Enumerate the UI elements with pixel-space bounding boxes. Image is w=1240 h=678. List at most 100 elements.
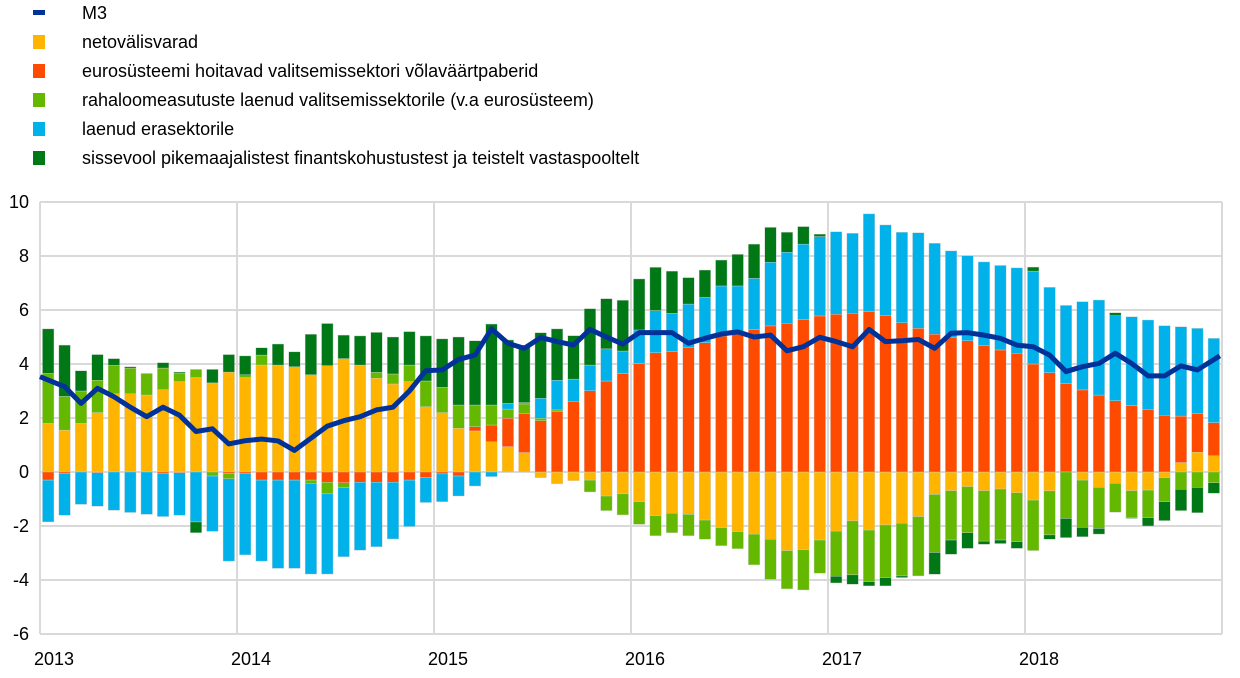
legend-label: M3 — [82, 3, 107, 23]
bar-segment-series-3 — [58, 473, 71, 516]
bar-segment-series-2 — [895, 523, 908, 577]
bar-segment-series-2 — [1191, 471, 1204, 488]
bar-segment-series-3 — [403, 479, 416, 527]
bar-segment-series-2 — [1109, 483, 1122, 513]
bar-segment-series-2 — [337, 482, 350, 488]
bar-segment-series-2 — [469, 404, 481, 427]
bar-segment-series-4 — [1207, 482, 1220, 494]
bar-segment-series-0 — [600, 471, 613, 497]
m3-line-layer — [39, 326, 1222, 453]
bar-segment-series-3 — [157, 473, 170, 517]
bar-segment-series-3 — [616, 350, 629, 374]
bar-segment-series-4 — [682, 277, 695, 305]
bar-segment-series-3 — [863, 213, 875, 312]
bar-segment-series-2 — [715, 527, 728, 546]
bar-segment-series-0 — [715, 471, 728, 528]
bar-segment-series-1 — [436, 471, 449, 475]
bar-segment-series-3 — [485, 471, 498, 477]
bar-segment-series-4 — [501, 339, 514, 404]
bar-segment-series-1 — [1109, 400, 1122, 473]
bar-segment-series-4 — [288, 351, 301, 367]
bar-segment-series-0 — [1027, 471, 1040, 501]
bar-segment-series-1 — [1207, 422, 1220, 456]
bar-segment-series-2 — [879, 524, 892, 578]
bar-segment-series-4 — [107, 358, 120, 366]
bar-segment-series-2 — [1043, 490, 1056, 536]
bar-segment-series-4 — [206, 369, 219, 384]
bar-segment-series-2 — [140, 373, 153, 396]
bar-segment-series-1 — [912, 328, 925, 473]
bar-segment-series-2 — [436, 387, 449, 413]
bar-segment-series-0 — [1092, 471, 1105, 488]
bar-segment-series-2 — [994, 488, 1007, 541]
bar-segment-series-1 — [1010, 353, 1023, 473]
bar-segment-series-2 — [781, 550, 793, 590]
bar-segment-series-1 — [501, 418, 514, 447]
bar-segment-series-0 — [485, 441, 498, 473]
bar-segment-series-0 — [534, 471, 547, 478]
bar-segment-series-4 — [1076, 527, 1089, 537]
bar-segment-series-2 — [797, 549, 810, 591]
bar-segment-series-3 — [370, 482, 383, 547]
bar-segment-series-2 — [1142, 489, 1155, 518]
bar-segment-series-4 — [403, 331, 416, 366]
bar-segment-series-4 — [337, 334, 350, 359]
bar-segment-series-2 — [91, 380, 104, 413]
bar-segment-series-4 — [1027, 266, 1040, 272]
bar-segment-series-4 — [157, 362, 170, 369]
bar-segment-series-0 — [584, 471, 596, 481]
bar-segment-series-3 — [124, 471, 137, 513]
bar-segment-series-2 — [173, 373, 186, 382]
bar-segment-series-0 — [1175, 462, 1187, 473]
bar-segment-series-1 — [978, 345, 990, 473]
bar-segment-series-3 — [469, 471, 481, 487]
bar-segment-series-3 — [879, 224, 892, 316]
y-tick-label: -4 — [13, 570, 29, 590]
bar-segment-series-4 — [42, 328, 55, 374]
bar-segment-series-1 — [370, 471, 383, 483]
bar-segment-series-2 — [616, 493, 629, 516]
bar-segment-series-3 — [945, 250, 958, 338]
bar-segment-series-3 — [222, 478, 235, 562]
bar-segment-series-1 — [1125, 405, 1138, 473]
bar-segment-series-4 — [846, 574, 859, 585]
bar-segment-series-4 — [863, 581, 875, 587]
bar-segment-series-2 — [370, 372, 383, 379]
bar-segment-series-4 — [830, 576, 843, 584]
bar-segment-series-1 — [354, 471, 367, 483]
bar-segment-series-0 — [1125, 471, 1138, 491]
bar-segment-series-4 — [75, 370, 87, 392]
bar-segment-series-4 — [1125, 517, 1138, 519]
bar-segment-series-0 — [633, 471, 646, 502]
bar-segment-series-3 — [107, 471, 120, 511]
axes: -6 -4 -2 0 2 4 6 8 10 2013 2014 2015 2016 2017 2018 — [9, 192, 1059, 669]
bar-segment-series-0 — [140, 394, 153, 473]
bar-segment-series-1 — [567, 401, 580, 473]
bar-segment-series-0 — [666, 471, 678, 514]
legend-label: sissevool pikemaajalistest finantskohust… — [82, 148, 639, 168]
bar-segment-series-4 — [813, 233, 826, 237]
legend-swatch — [33, 35, 45, 49]
bar-segment-series-1 — [764, 325, 777, 473]
bar-segment-series-2 — [518, 403, 531, 414]
bar-segment-series-1 — [288, 471, 301, 481]
bar-segment-series-3 — [813, 236, 826, 317]
bar-segment-series-1 — [748, 329, 761, 473]
bar-segment-series-1 — [715, 335, 728, 473]
bar-segment-series-1 — [518, 413, 531, 453]
bar-segment-series-0 — [1109, 471, 1122, 484]
bar-segment-series-3 — [75, 471, 87, 505]
bar-segment-series-0 — [895, 471, 908, 524]
bar-segment-series-4 — [304, 334, 317, 375]
bar-segment-series-2 — [1060, 471, 1072, 519]
bar-segment-series-3 — [419, 477, 432, 503]
y-tick-label: -2 — [13, 516, 29, 536]
legend-label: rahaloomeasutuste laenud valitsemissekto… — [82, 90, 594, 110]
legend-swatch — [33, 64, 45, 78]
bar-segment-series-0 — [91, 412, 104, 473]
m3-line — [39, 326, 1222, 453]
bar-segment-series-0 — [551, 471, 564, 485]
bar-segment-series-4 — [584, 308, 596, 366]
bar-segment-series-1 — [698, 342, 711, 473]
bar-segment-series-4 — [994, 539, 1007, 544]
